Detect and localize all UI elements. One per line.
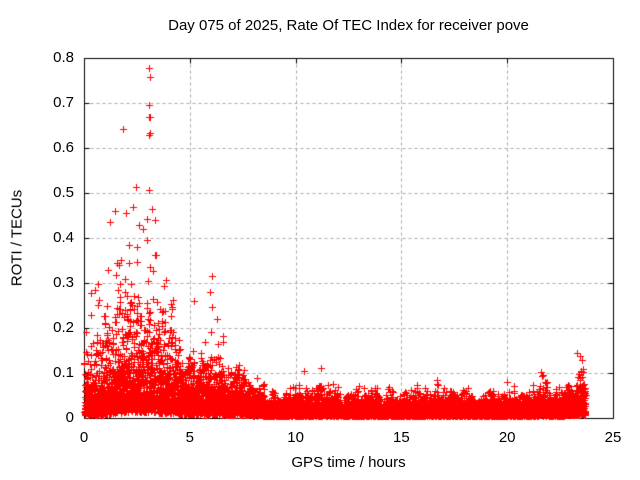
x-axis-label: GPS time / hours (291, 454, 406, 471)
x-tick-label: 20 (498, 429, 516, 446)
y-tick-label: 0.2 (53, 319, 74, 336)
y-tick-label: 0 (65, 409, 74, 426)
chart-title: Day 075 of 2025, Rate Of TEC Index for r… (168, 17, 529, 34)
y-tick-label: 0.8 (53, 49, 74, 66)
y-tick-label: 0.6 (53, 139, 74, 156)
x-tick-label: 25 (604, 429, 622, 446)
y-tick-label: 0.7 (53, 94, 74, 111)
y-axis-label: ROTI / TECUs (8, 189, 26, 287)
y-tick-label: 0.3 (53, 274, 74, 291)
y-tick-label: 0.4 (53, 229, 74, 246)
x-tick-label: 15 (393, 429, 410, 446)
y-tick-label: 0.5 (53, 184, 74, 201)
y-tick-label: 0.1 (53, 364, 74, 381)
x-tick-label: 10 (287, 429, 304, 446)
x-tick-label: 5 (185, 429, 194, 446)
x-tick-label: 0 (79, 429, 89, 446)
